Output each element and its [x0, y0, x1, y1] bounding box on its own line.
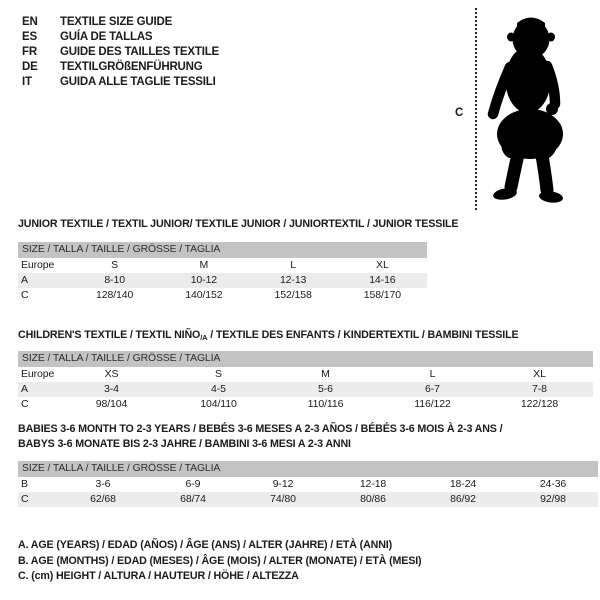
row-label: Europe: [21, 368, 55, 380]
size-header-band: SIZE / TALLA / TAILLE / GRÖSSE / TAGLIA: [18, 461, 598, 477]
size-row: C 98/104 104/110 110/116 116/122 122/128: [18, 397, 593, 412]
size-cell: 152/158: [274, 289, 312, 301]
size-cell: 122/128: [520, 398, 559, 410]
section-title-line: JUNIOR TEXTILE / TEXTIL JUNIOR/ TEXTILE …: [18, 218, 459, 230]
section-title: JUNIOR TEXTILE / TEXTIL JUNIOR/ TEXTILE …: [18, 217, 459, 232]
section-title: CHILDREN'S TEXTILE / TEXTIL NIÑO/A / TEX…: [18, 328, 593, 345]
size-cell: 68/74: [180, 493, 206, 505]
size-header-band: SIZE / TALLA / TAILLE / GRÖSSE / TAGLIA: [18, 242, 427, 258]
size-cell: 80/86: [360, 493, 386, 505]
language-code: EN: [22, 16, 38, 28]
size-cell: S: [111, 259, 119, 271]
size-cell: L: [429, 368, 436, 380]
size-table-junior: Europe S M L XL A 8-10 10-12 12-13 14-16 C 128/140 1…: [18, 258, 427, 303]
row-label: A: [21, 274, 28, 286]
size-row: A 8-10 10-12 12-13 14-16: [18, 273, 427, 288]
language-code: ES: [22, 31, 37, 43]
row-label: C: [21, 289, 29, 301]
size-cell: 14-16: [369, 274, 396, 286]
size-cell: 10-12: [190, 274, 218, 286]
measurement-legend: A. AGE (YEARS) / EDAD (AÑOS) / ÂGE (ANS)…: [18, 538, 422, 585]
size-cell: 3-6: [95, 478, 111, 490]
size-cell: 24-36: [539, 478, 567, 490]
height-measure-dotted-line: [475, 8, 477, 210]
baby-silhouette-icon: [487, 17, 563, 203]
language-label: GUIDA ALLE TAGLIE TESSILI: [60, 76, 216, 88]
language-row: IT GUIDA ALLE TAGLIE TESSILI: [22, 75, 219, 90]
size-table-babies: B 3-6 6-9 9-12 12-18 18-24 24-36 C 62/68 68/74 74/…: [18, 477, 598, 507]
size-cell: 140/152: [185, 289, 223, 301]
language-row: DE TEXTILGRÖßENFÜHRUNG: [22, 60, 219, 75]
language-list: EN TEXTILE SIZE GUIDE ES GUÍA DE TALLAS …: [22, 15, 219, 90]
size-cell: 62/68: [90, 493, 116, 505]
size-cell: 12-18: [359, 478, 387, 490]
row-label: A: [21, 383, 28, 395]
size-cell: 92/98: [540, 493, 566, 505]
size-row: A 3-4 4-5 5-6 6-7 7-8: [18, 382, 593, 397]
size-cell: M: [199, 259, 209, 271]
size-cell: XS: [104, 368, 119, 380]
language-row: ES GUÍA DE TALLAS: [22, 30, 219, 45]
size-cell: 86/92: [450, 493, 476, 505]
size-cell: 3-4: [104, 383, 119, 395]
language-code: IT: [22, 76, 32, 88]
section-title-line: BABYS 3-6 MONATE BIS 2-3 JAHRE / BAMBINI…: [18, 438, 351, 450]
language-row: EN TEXTILE SIZE GUIDE: [22, 15, 219, 30]
legend-line-c: C. (cm) HEIGHT / ALTURA / HAUTEUR / HÖHE…: [18, 570, 299, 582]
size-cell: M: [321, 368, 330, 380]
size-cell: L: [290, 259, 296, 271]
size-cell: 4-5: [211, 383, 226, 395]
language-row: FR GUIDE DES TAILLES TEXTILE: [22, 45, 219, 60]
size-cell: 5-6: [318, 383, 333, 395]
row-label: C: [21, 398, 29, 410]
size-cell: 6-9: [185, 478, 201, 490]
size-row: C 62/68 68/74 74/80 80/86 86/92 92/98: [18, 492, 598, 507]
size-row: B 3-6 6-9 9-12 12-18 18-24 24-36: [18, 477, 598, 492]
size-cell: 8-10: [104, 274, 125, 286]
size-cell: 18-24: [449, 478, 477, 490]
language-label: TEXTILE SIZE GUIDE: [60, 16, 173, 28]
size-cell: 12-13: [279, 274, 307, 286]
size-row: Europe XS S M L XL: [18, 367, 593, 382]
row-label: C: [21, 493, 29, 505]
section-junior-textile: JUNIOR TEXTILE / TEXTIL JUNIOR/ TEXTILE …: [18, 217, 459, 303]
size-cell: 104/110: [200, 398, 237, 410]
size-row: Europe S M L XL: [18, 258, 427, 273]
size-cell: XL: [376, 259, 389, 271]
row-label: B: [21, 478, 28, 490]
size-cell: 7-8: [532, 383, 547, 395]
section-babies-textile: BABIES 3-6 MONTH TO 2-3 YEARS / BEBÉS 3-…: [18, 422, 598, 507]
section-title-line: CHILDREN'S TEXTILE / TEXTIL NIÑO/A / TEX…: [18, 329, 519, 342]
size-cell: 9-12: [272, 478, 294, 490]
size-cell: 110/116: [307, 398, 344, 410]
language-label: GUIDE DES TAILLES TEXTILE: [60, 46, 219, 58]
size-cell: 74/80: [270, 493, 296, 505]
size-cell: 98/104: [95, 398, 128, 410]
section-childrens-textile: CHILDREN'S TEXTILE / TEXTIL NIÑO/A / TEX…: [18, 328, 593, 412]
size-cell: S: [215, 368, 222, 380]
language-label: GUÍA DE TALLAS: [60, 31, 153, 43]
size-cell: 158/170: [363, 289, 401, 301]
size-cell: 6-7: [425, 383, 440, 395]
section-title: BABIES 3-6 MONTH TO 2-3 YEARS / BEBÉS 3-…: [18, 422, 598, 452]
section-title-line: BABIES 3-6 MONTH TO 2-3 YEARS / BEBÉS 3-…: [18, 423, 503, 435]
size-row: C 128/140 140/152 152/158 158/170: [18, 288, 427, 303]
language-code: FR: [22, 46, 37, 58]
height-measure-label: C: [455, 107, 464, 119]
legend-line-a: A. AGE (YEARS) / EDAD (AÑOS) / ÂGE (ANS)…: [18, 539, 393, 551]
size-cell: XL: [533, 368, 546, 380]
legend-line-b: B. AGE (MONTHS) / EDAD (MESES) / ÂGE (MO…: [18, 554, 422, 567]
size-cell: 116/122: [414, 398, 451, 410]
language-label: TEXTILGRÖßENFÜHRUNG: [60, 61, 203, 73]
size-table-children: Europe XS S M L XL A 3-4 4-5 5-6 6-7 7-8 C 98/104 104/…: [18, 367, 593, 412]
size-header-band: SIZE / TALLA / TAILLE / GRÖSSE / TAGLIA: [18, 351, 593, 367]
row-label: Europe: [21, 259, 55, 271]
size-cell: 128/140: [95, 289, 134, 301]
language-code: DE: [22, 61, 38, 73]
